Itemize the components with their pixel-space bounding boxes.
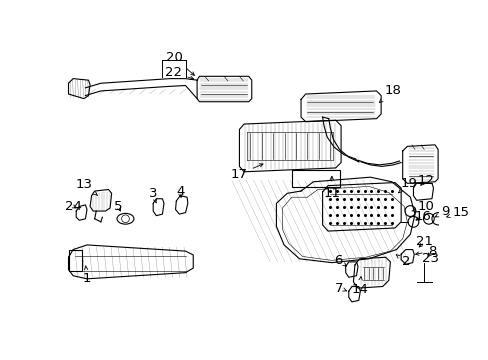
Text: 10: 10 — [411, 200, 433, 213]
Text: 18: 18 — [379, 85, 401, 103]
Text: 8: 8 — [415, 244, 435, 258]
Text: 14: 14 — [350, 277, 367, 296]
Text: 9: 9 — [434, 204, 449, 217]
Text: 15: 15 — [446, 206, 469, 219]
Text: 13: 13 — [75, 177, 97, 195]
Text: 23: 23 — [421, 252, 438, 265]
Bar — [68, 249, 82, 271]
Text: 22: 22 — [165, 66, 193, 80]
Text: 19: 19 — [398, 177, 416, 193]
Text: 21: 21 — [415, 235, 432, 248]
Text: 20: 20 — [165, 50, 194, 75]
Text: 24: 24 — [64, 200, 81, 213]
Text: 7: 7 — [335, 282, 346, 294]
Text: 4: 4 — [176, 185, 184, 198]
Text: 16: 16 — [413, 210, 430, 223]
Text: 5: 5 — [113, 200, 122, 213]
Text: 6: 6 — [333, 254, 346, 267]
Text: 1: 1 — [82, 266, 91, 284]
Text: 12: 12 — [416, 174, 433, 187]
Text: 3: 3 — [149, 187, 157, 203]
Text: 11: 11 — [323, 176, 340, 200]
Text: 2: 2 — [395, 255, 409, 268]
Text: 17: 17 — [230, 164, 263, 181]
Bar — [291, 170, 339, 187]
